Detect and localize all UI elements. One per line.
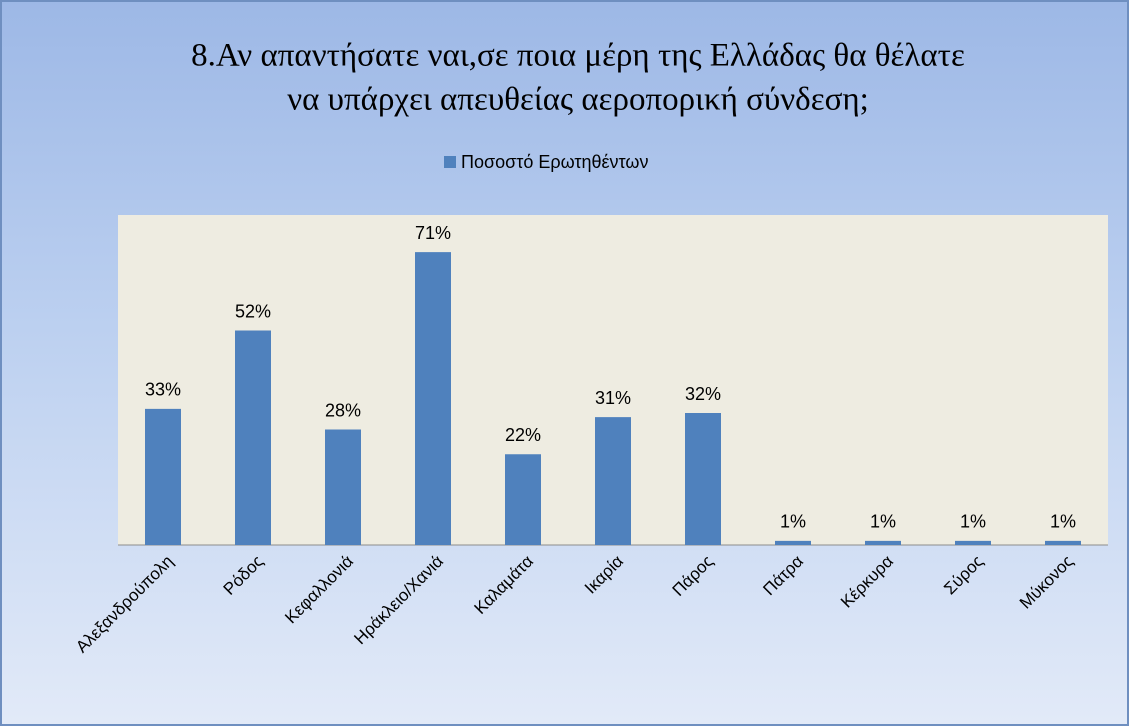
data-label: 1% (960, 512, 986, 532)
bar (775, 540, 811, 545)
bar (1045, 540, 1081, 545)
data-label: 28% (325, 400, 361, 420)
bar (865, 540, 901, 545)
bar (325, 429, 361, 545)
bar (145, 408, 181, 545)
data-label: 1% (870, 512, 896, 532)
legend-swatch (444, 156, 456, 168)
bar (415, 252, 451, 545)
chart-title: 8.Αν απαντήσατε ναι,σε ποια μέρη της Ελλ… (191, 38, 965, 74)
bar (685, 413, 721, 545)
data-label: 52% (235, 301, 271, 321)
data-label: 32% (685, 384, 721, 404)
data-label: 1% (780, 512, 806, 532)
bar (595, 417, 631, 545)
legend-label: Ποσοστό Ερωτηθέντων (461, 152, 648, 172)
bar (955, 540, 991, 545)
bar (235, 330, 271, 545)
data-label: 33% (145, 380, 181, 400)
chart-title: να υπάρχει απευθείας αεροπορική σύνδεση; (287, 82, 869, 118)
data-label: 22% (505, 425, 541, 445)
data-label: 31% (595, 388, 631, 408)
data-label: 71% (415, 223, 451, 243)
bar (505, 454, 541, 545)
data-label: 1% (1050, 512, 1076, 532)
